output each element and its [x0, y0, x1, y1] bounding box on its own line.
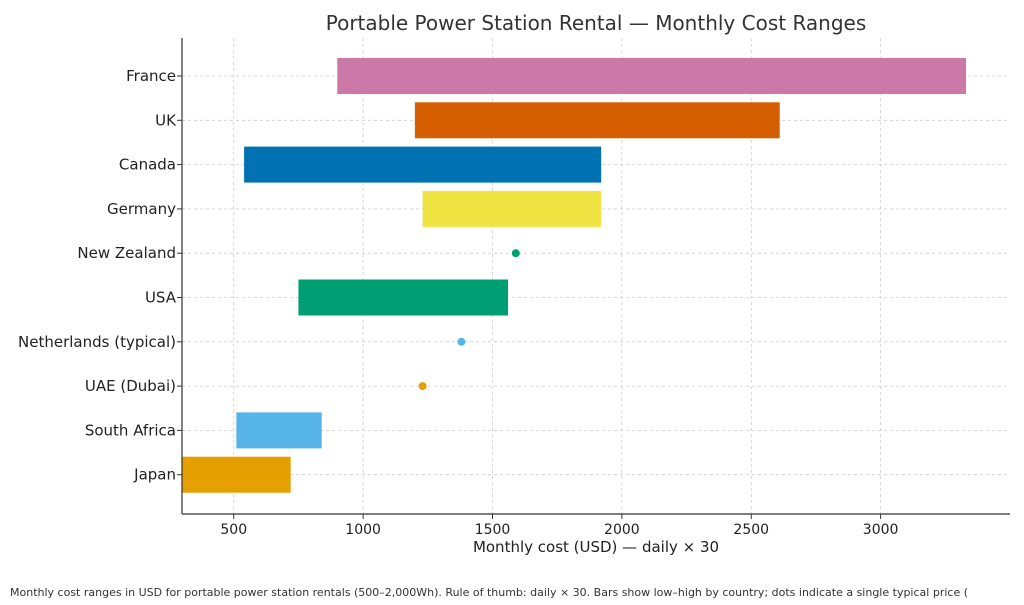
typical-dot-uae-dubai-: [418, 382, 427, 391]
y-tick-label: UAE (Dubai): [85, 377, 176, 395]
x-tick-label: 500: [220, 522, 247, 538]
range-bar-uk: [414, 102, 780, 139]
y-tick-label: New Zealand: [77, 244, 176, 262]
y-tick-label: Germany: [107, 200, 176, 218]
y-tick-label: France: [126, 67, 176, 85]
x-tick-label: 1000: [345, 522, 381, 538]
range-bar-japan: [182, 456, 291, 493]
x-tick-label: 2500: [733, 522, 769, 538]
x-tick-label: 1500: [475, 522, 511, 538]
y-tick-label: USA: [145, 289, 177, 307]
y-tick-label: UK: [155, 111, 177, 129]
y-tick-label: Japan: [133, 466, 176, 484]
y-tick-label: Netherlands (typical): [18, 333, 176, 351]
x-tick-label: 2000: [604, 522, 640, 538]
marks: [182, 58, 967, 493]
chart-title: Portable Power Station Rental — Monthly …: [326, 11, 867, 35]
typical-dot-new-zealand: [511, 249, 520, 258]
typical-dot-netherlands-typical-: [457, 337, 466, 346]
x-tick-label: 3000: [863, 522, 899, 538]
y-tick-label: Canada: [119, 156, 176, 174]
axes: 500 1000 1500 2000 2500 3000 France UK Canada Ger…: [18, 38, 1010, 538]
range-bar-germany: [422, 190, 602, 227]
range-bar-canada: [244, 146, 602, 183]
y-tick-label: South Africa: [85, 421, 176, 439]
x-axis-label: Monthly cost (USD) — daily × 30: [473, 538, 719, 556]
range-bar-south-africa: [236, 412, 322, 449]
range-bar-usa: [298, 279, 509, 316]
footer-caption: Monthly cost ranges in USD for portable …: [10, 586, 968, 599]
range-bar-france: [337, 58, 967, 94]
